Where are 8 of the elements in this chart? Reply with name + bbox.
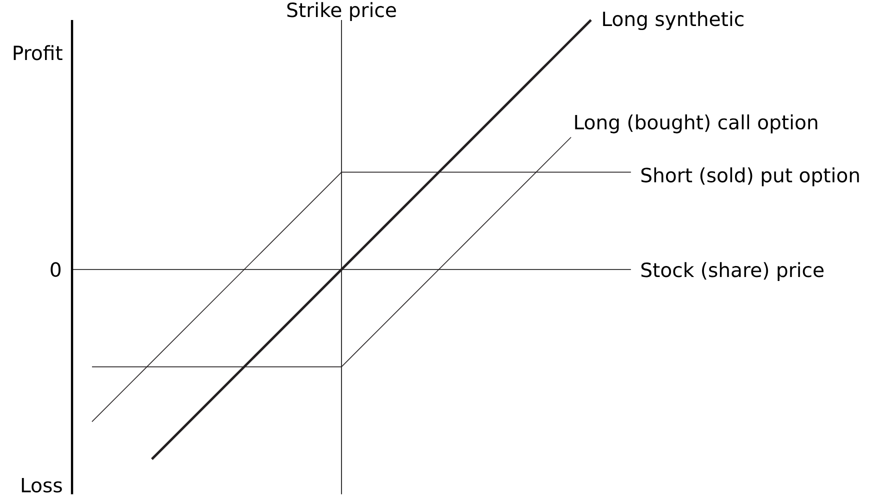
annotation: Strike price: [287, 2, 396, 22]
text: 0: [50, 262, 61, 277]
x-axis-title: Stock (share) price: [641, 262, 824, 282]
series-label: Long (bought) call option: [575, 114, 818, 134]
text: Profit: [14, 45, 62, 60]
series-label: Short (sold) put option: [641, 167, 859, 186]
text: Loss: [22, 478, 62, 493]
series-label: Long synthetic: [603, 11, 744, 30]
